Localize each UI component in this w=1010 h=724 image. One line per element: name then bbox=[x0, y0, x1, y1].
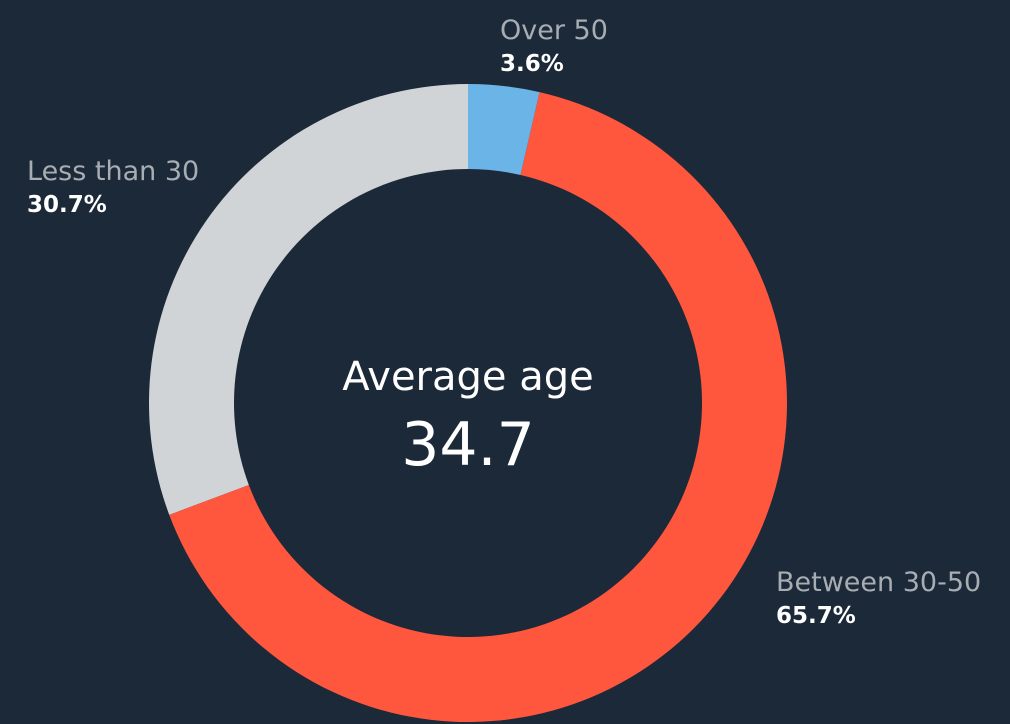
donut-segment bbox=[148, 84, 468, 515]
segment-label: Between 30-50 bbox=[776, 567, 981, 598]
segment-label: Less than 30 bbox=[27, 156, 199, 187]
donut-segment bbox=[468, 84, 540, 175]
center-value: 34.7 bbox=[401, 410, 535, 480]
segment-value: 30.7% bbox=[27, 192, 107, 218]
segment-label: Over 50 bbox=[500, 15, 608, 46]
segment-value: 3.6% bbox=[500, 51, 564, 77]
center-label: Average age bbox=[342, 354, 593, 400]
segment-value: 65.7% bbox=[776, 603, 856, 629]
